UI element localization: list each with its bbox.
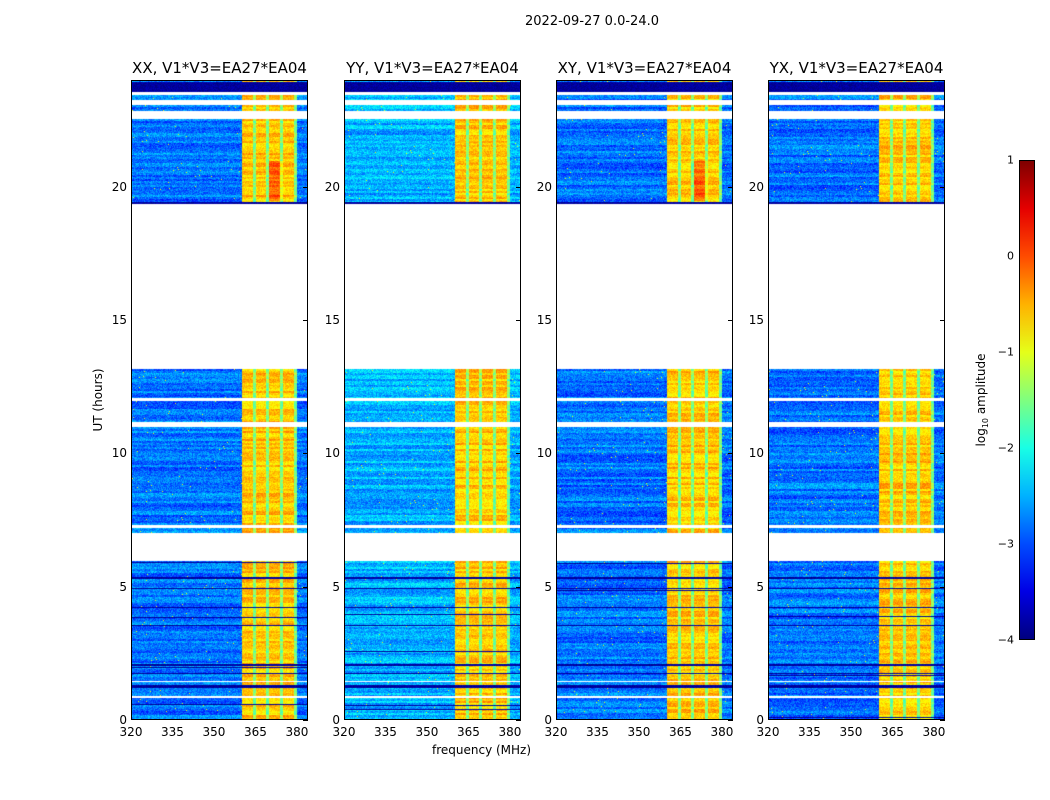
y-tick-mark [940,586,945,588]
y-tick-mark [940,720,945,721]
y-tick-label: 15 [536,313,552,327]
y-tick-mark [728,453,733,455]
colorbar-label-rest: amplitude [973,353,988,418]
panel-title-3: YX, V1*V3=EA27*EA04 [769,59,944,77]
x-tick-label: 320 [544,725,568,739]
x-tick-label: 350 [839,725,863,739]
y-tick-label: 15 [324,313,340,327]
waterfall-heatmap-1 [345,81,520,719]
y-tick-mark [516,586,521,588]
y-tick-mark [940,320,945,321]
y-tick-mark [728,186,733,188]
colorbar-label-sub: 10 [981,417,991,429]
waterfall-panel-0 [131,80,308,720]
y-tick-label: 5 [756,579,764,594]
x-tick-label: 335 [161,725,184,739]
x-tick-label: 365 [881,725,904,739]
colorbar [1019,160,1035,640]
y-tick-mark [303,453,308,455]
y-tick-label: 15 [111,313,127,327]
y-tick-mark [940,186,945,188]
colorbar-tick-label: −4 [997,633,1014,647]
x-tick-label: 335 [586,725,609,739]
y-tick-label: 20 [536,179,552,194]
x-tick-label: 380 [498,725,522,739]
y-tick-label: 20 [111,179,127,194]
x-tick-label: 320 [119,725,143,739]
y-tick-mark [728,586,733,588]
y-tick-mark [516,320,521,321]
x-tick-label: 350 [627,725,651,739]
x-axis-label: frequency (MHz) [432,743,532,757]
y-axis-label: UT (hours) [91,368,105,432]
x-tick-label: 350 [415,725,439,739]
x-tick-label: 320 [332,725,356,739]
y-tick-label: 5 [332,579,340,594]
y-tick-label: 0 [544,713,552,727]
y-tick-mark [303,586,308,588]
y-tick-mark [303,320,308,321]
x-tick-label: 365 [669,725,692,739]
y-tick-mark [303,186,308,188]
panel-title-1: YY, V1*V3=EA27*EA04 [346,59,519,77]
waterfall-heatmap-2 [557,81,732,719]
x-tick-label: 320 [756,725,780,739]
colorbar-tick-label: −2 [997,441,1014,455]
y-tick-mark [303,720,308,721]
colorbar-tick-label: −1 [997,345,1014,359]
colorbar-label-log: log [973,428,988,447]
x-tick-label: 335 [798,725,821,739]
waterfall-panel-3 [768,80,945,720]
y-tick-label: 5 [544,579,552,594]
waterfall-panel-1 [344,80,521,720]
x-tick-label: 380 [710,725,734,739]
y-tick-label: 10 [536,446,552,461]
x-tick-label: 335 [374,725,397,739]
x-tick-label: 380 [922,725,946,739]
panel-title-2: XY, V1*V3=EA27*EA04 [557,59,732,77]
y-tick-mark [728,720,733,721]
y-tick-mark [516,186,521,188]
y-tick-mark [728,320,733,321]
y-tick-label: 10 [324,446,340,461]
waterfall-panel-2 [556,80,733,720]
x-tick-label: 365 [457,725,480,739]
y-tick-label: 0 [332,713,340,727]
figure-suptitle: 2022-09-27 0.0-24.0 [525,14,659,29]
y-tick-label: 0 [756,713,764,727]
x-tick-label: 380 [285,725,309,739]
y-tick-mark [940,453,945,455]
colorbar-tick-label: 0 [1007,249,1014,263]
y-tick-mark [516,720,521,721]
colorbar-label: log10 amplitude [974,354,990,447]
panel-title-0: XX, V1*V3=EA27*EA04 [132,59,307,77]
y-tick-label: 10 [748,446,764,461]
y-tick-label: 15 [748,313,764,327]
y-tick-label: 0 [119,713,127,727]
x-tick-label: 365 [244,725,267,739]
y-tick-label: 20 [748,179,764,194]
colorbar-tick-label: −3 [997,537,1014,551]
waterfall-heatmap-3 [769,81,944,719]
colorbar-tick-label: 1 [1007,153,1014,167]
y-tick-label: 20 [324,179,340,194]
y-tick-mark [516,453,521,455]
y-tick-label: 10 [111,446,127,461]
waterfall-heatmap-0 [132,81,307,719]
x-tick-label: 350 [202,725,226,739]
y-tick-label: 5 [119,579,127,594]
